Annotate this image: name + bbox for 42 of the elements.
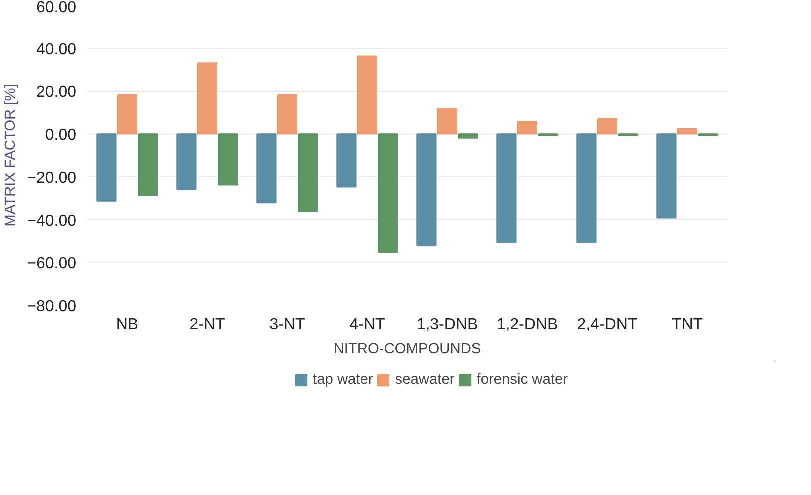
bar [656,134,677,219]
bar [576,134,597,244]
bar [357,56,378,135]
bar [458,134,478,139]
x-tick-label: TNT [672,316,704,334]
legend-label: forensic water [476,372,568,388]
bar [336,134,357,188]
bar [277,94,298,135]
legend-label: tap water [312,372,374,388]
x-axis-title: NITRO-COMPOUNDS [334,342,482,358]
bar [197,62,218,135]
bar [496,134,517,244]
y-tick-label: −80.00 [27,298,77,316]
bar [378,134,398,254]
y-tick-label: 60.00 [36,0,77,16]
y-tick-label: −40.00 [27,212,77,230]
x-tick-label: 2,4-DNT [577,316,638,334]
y-tick-label: −60.00 [27,256,77,273]
bar [437,108,458,135]
y-tick-label: 20.00 [36,84,77,102]
bar [416,134,437,247]
x-tick-label: 4-NT [350,316,386,334]
bar [298,134,318,212]
legend-label: seawater [395,372,455,388]
x-tick-label: 3-NT [270,316,306,334]
bar [96,134,117,202]
y-tick-label: 0.00 [45,127,77,144]
bar [597,118,618,135]
bar [256,134,277,204]
x-tick-label: NB [116,316,139,334]
bar [677,128,698,135]
bar [117,94,138,135]
x-tick-label: 2-NT [190,316,226,334]
x-tick-label: 1,3-DNB [416,316,478,334]
x-tick-label: 1,2-DNB [496,316,558,334]
bar [176,134,197,190]
y-tick-label: −20.00 [27,170,77,187]
y-tick-label: 40.00 [36,41,77,58]
bar [517,121,538,135]
bar [138,134,158,196]
y-axis-title: MATRIX FACTOR [%] [3,84,20,227]
bar [218,134,238,186]
